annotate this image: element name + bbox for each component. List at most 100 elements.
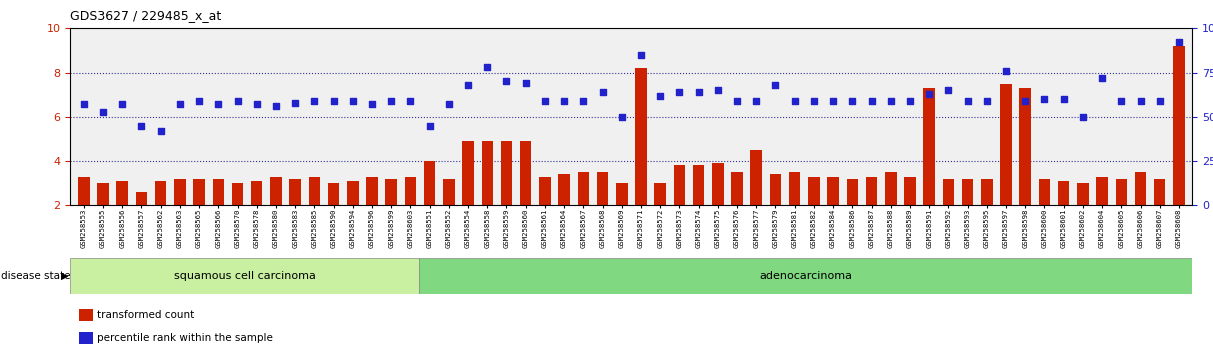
Bar <box>655 183 666 205</box>
Bar <box>193 179 205 205</box>
Point <box>613 114 632 120</box>
Point <box>189 98 209 104</box>
Point <box>900 98 919 104</box>
Bar <box>418 258 1192 294</box>
Text: adenocarcinoma: adenocarcinoma <box>759 271 852 281</box>
Bar <box>1154 179 1166 205</box>
Bar <box>1116 179 1127 205</box>
Bar <box>636 68 647 205</box>
Bar <box>981 179 992 205</box>
Text: squamous cell carcinoma: squamous cell carcinoma <box>173 271 315 281</box>
Text: transformed count: transformed count <box>97 310 194 320</box>
Point <box>708 87 728 93</box>
Point <box>939 87 958 93</box>
Bar <box>462 141 474 205</box>
Bar <box>923 88 935 205</box>
Bar <box>904 177 916 205</box>
Bar <box>136 192 147 205</box>
Bar <box>827 177 839 205</box>
Point <box>765 82 785 88</box>
Bar <box>386 179 397 205</box>
Bar <box>366 177 377 205</box>
Point <box>324 98 343 104</box>
Bar <box>1077 183 1088 205</box>
Point <box>1111 98 1131 104</box>
Point <box>535 98 554 104</box>
Point <box>861 98 881 104</box>
Point <box>1131 98 1150 104</box>
Point <box>996 68 1015 74</box>
Bar <box>405 177 416 205</box>
Point <box>881 98 900 104</box>
Point <box>170 102 189 107</box>
Point <box>689 89 708 95</box>
Bar <box>443 179 455 205</box>
Point <box>343 98 363 104</box>
Point <box>785 98 804 104</box>
Point <box>1054 96 1074 102</box>
Bar <box>808 177 820 205</box>
Bar <box>78 177 90 205</box>
Point <box>400 98 420 104</box>
Point <box>439 102 459 107</box>
Bar <box>558 175 570 205</box>
Bar <box>577 172 590 205</box>
Bar <box>347 181 359 205</box>
Point <box>919 91 939 97</box>
Point <box>1074 114 1093 120</box>
Point <box>363 102 382 107</box>
Point <box>285 100 304 105</box>
Bar <box>482 141 492 205</box>
Point <box>1150 98 1169 104</box>
Point <box>459 82 478 88</box>
Bar <box>885 172 896 205</box>
Point <box>650 93 670 98</box>
Bar <box>770 175 781 205</box>
Bar <box>270 177 281 205</box>
Point <box>746 98 765 104</box>
Text: ▶: ▶ <box>61 271 68 281</box>
Point <box>978 98 997 104</box>
Bar <box>712 163 724 205</box>
Point <box>132 123 152 129</box>
Bar <box>962 179 973 205</box>
Bar <box>175 179 186 205</box>
Bar <box>155 181 166 205</box>
Text: disease state: disease state <box>1 271 70 281</box>
Bar <box>501 141 512 205</box>
Text: percentile rank within the sample: percentile rank within the sample <box>97 333 273 343</box>
Point <box>113 102 132 107</box>
Point <box>247 102 267 107</box>
Bar <box>788 172 801 205</box>
Bar <box>70 258 418 294</box>
Bar <box>328 183 340 205</box>
Point <box>228 98 247 104</box>
Bar <box>290 179 301 205</box>
Point <box>382 98 402 104</box>
Bar <box>1173 46 1185 205</box>
Bar <box>847 179 858 205</box>
Point <box>1035 96 1054 102</box>
Point <box>1093 75 1112 81</box>
Bar <box>539 177 551 205</box>
Text: GDS3627 / 229485_x_at: GDS3627 / 229485_x_at <box>70 9 222 22</box>
Bar <box>1097 177 1107 205</box>
Bar <box>866 177 877 205</box>
Point <box>631 52 650 58</box>
Bar <box>520 141 531 205</box>
Point <box>843 98 862 104</box>
Point <box>420 123 439 129</box>
Point <box>497 79 517 84</box>
Point <box>728 98 747 104</box>
Bar <box>232 183 244 205</box>
Point <box>150 128 170 134</box>
Bar <box>943 179 955 205</box>
Bar <box>693 166 705 205</box>
Bar <box>97 183 109 205</box>
Bar <box>597 172 608 205</box>
Bar <box>616 183 627 205</box>
Point <box>266 103 285 109</box>
Point <box>574 98 593 104</box>
Bar <box>116 181 129 205</box>
Bar <box>212 179 224 205</box>
